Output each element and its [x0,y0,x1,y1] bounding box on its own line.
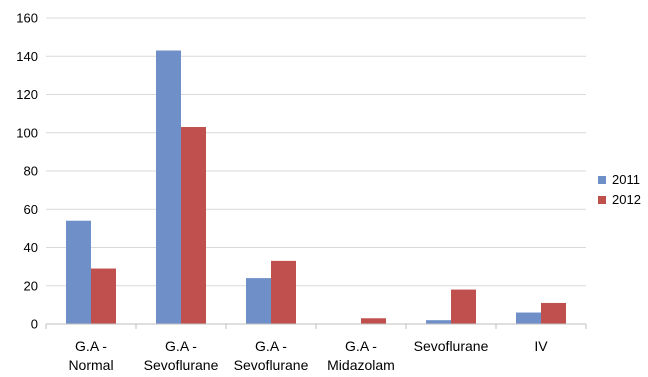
x-category-label: Sevoflurane [414,338,489,354]
x-category-label: G.A - [75,338,107,354]
y-tick-label: 100 [16,125,38,140]
y-tick-label: 160 [16,11,38,26]
x-category-label: Sevoflurane [234,357,309,373]
gridlines [46,17,586,287]
bar-2011-4 [426,320,451,324]
x-category-label: G.A - [255,338,287,354]
bar-2012-2 [271,260,296,324]
legend: 2011 2012 [598,172,641,207]
x-category-label: G.A - [345,338,377,354]
legend-label-2011: 2011 [612,172,640,187]
x-category-label: IV [534,338,548,354]
x-category-label: Normal [68,357,113,373]
bar-2011-5 [516,312,541,324]
y-tick-label: 40 [24,240,38,255]
bars [66,50,566,324]
legend-swatch-2011 [598,176,606,184]
bar-2012-0 [91,268,116,324]
bar-2012-3 [361,318,386,324]
legend-swatch-2012 [598,196,606,204]
x-category-label: G.A - [165,338,197,354]
x-category-label: Sevoflurane [144,357,219,373]
y-tick-label: 0 [31,317,38,332]
y-tick-label: 140 [16,49,38,64]
x-category-label: Midazolam [327,357,395,373]
bar-2011-0 [66,220,91,324]
x-axis-labels: G.A - Normal G.A - Sevoflurane G.A - Sevoflur… [45,324,587,373]
y-tick-label: 80 [24,164,38,179]
bar-2011-1 [156,50,181,324]
bar-2012-5 [541,302,566,324]
y-tick-label: 20 [24,278,38,293]
legend-label-2012: 2012 [612,192,641,207]
bar-2011-2 [246,278,271,324]
y-tick-label: 60 [24,202,38,217]
y-tick-label: 120 [16,87,38,102]
bar-2012-1 [181,127,206,324]
bar-2012-4 [451,289,476,324]
y-axis-ticks: 0 20 40 60 80 100 120 140 160 [16,11,38,332]
